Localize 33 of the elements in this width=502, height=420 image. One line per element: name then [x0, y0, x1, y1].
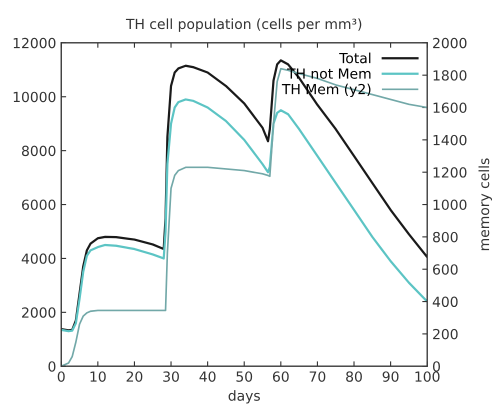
y2-tick-label: 1800 — [434, 70, 466, 81]
y2-tick-label: 0 — [432, 361, 440, 372]
x-tick-label: 20 — [126, 371, 142, 382]
y-tick-label: 12000 — [14, 38, 56, 48]
legend-label: Total — [339, 52, 370, 64]
chart-title: TH cell population (cells per mm³) — [126, 18, 362, 32]
y-tick-label: 10000 — [14, 92, 56, 102]
y2-axis-title: memory cells — [478, 158, 492, 250]
x-axis-title: days — [228, 390, 260, 404]
y2-tick-label: 600 — [433, 264, 458, 275]
x-tick-label: 60 — [272, 371, 289, 382]
y2-tick-label: 400 — [432, 296, 458, 308]
y-tick-label: 6000 — [22, 200, 56, 210]
x-tick-label: 40 — [199, 371, 216, 382]
x-tick-label: 100 — [415, 371, 440, 382]
y-tick-label: 0 — [48, 361, 56, 372]
x-tick-label: 70 — [310, 371, 326, 382]
y-tick-label: 8000 — [22, 146, 56, 156]
y2-tick-label: 2000 — [433, 38, 466, 48]
y2-tick-label: 1200 — [434, 167, 466, 178]
x-tick-label: 10 — [90, 371, 106, 382]
x-tick-label: 30 — [163, 371, 179, 382]
y2-tick-label: 800 — [433, 232, 458, 242]
y2-tick-label: 1600 — [434, 102, 466, 113]
x-tick-label: 0 — [58, 371, 65, 382]
y-tick-label: 4000 — [22, 253, 56, 264]
y2-tick-label: 1400 — [434, 134, 466, 146]
y2-tick-label: 200 — [433, 328, 458, 340]
y-tick-label: 2000 — [22, 307, 56, 318]
x-tick-label: 90 — [382, 371, 399, 382]
x-tick-label: 50 — [236, 371, 252, 382]
x-tick-label: 80 — [346, 371, 362, 382]
y2-tick-label: 1000 — [434, 200, 466, 210]
